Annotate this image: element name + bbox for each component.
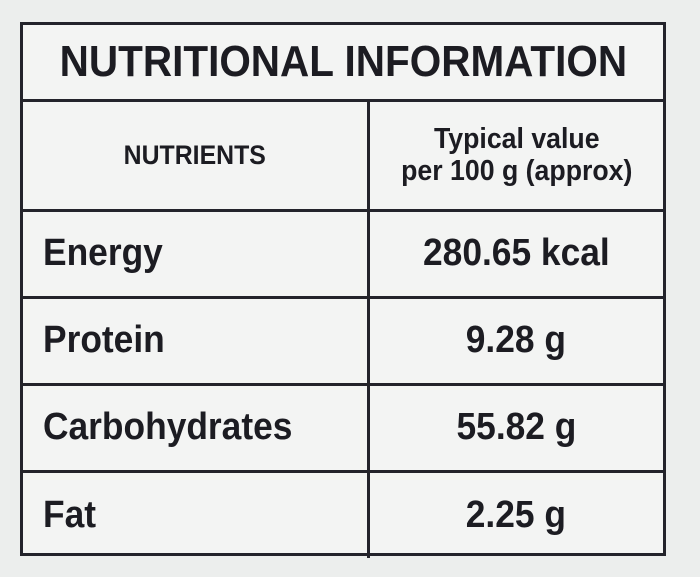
nutrient-name: Carbohydrates xyxy=(23,382,370,473)
header-typical-value: Typical value per 100 g (approx) xyxy=(366,102,663,212)
table-row-protein: Protein 9.28 g xyxy=(23,295,663,386)
table-row-energy: Energy 280.65 kcal xyxy=(23,208,663,299)
title-row: NUTRITIONAL INFORMATION xyxy=(23,25,663,102)
nutrient-value: 55.82 g xyxy=(366,382,663,473)
header-value-line2: per 100 g (approx) xyxy=(400,155,632,188)
table-row-carbohydrates: Carbohydrates 55.82 g xyxy=(23,382,663,473)
nutrition-table: NUTRIENTS Typical value per 100 g (appro… xyxy=(23,102,663,558)
header-nutrients: NUTRIENTS xyxy=(23,102,370,212)
nutrient-value: 280.65 kcal xyxy=(366,208,663,299)
header-value-line1: Typical value xyxy=(433,123,600,156)
nutrient-name: Protein xyxy=(23,295,370,386)
nutrition-label: NUTRITIONAL INFORMATION NUTRIENTS Typica… xyxy=(20,22,666,558)
label-title: NUTRITIONAL INFORMATION xyxy=(59,37,627,86)
nutrient-value: 2.25 g xyxy=(366,469,663,558)
table-header-row: NUTRIENTS Typical value per 100 g (appro… xyxy=(23,102,663,212)
table-row-fat: Fat 2.25 g xyxy=(23,469,663,558)
nutrient-name: Fat xyxy=(23,469,370,558)
nutrient-name: Energy xyxy=(23,208,370,299)
nutrient-value: 9.28 g xyxy=(366,295,663,386)
